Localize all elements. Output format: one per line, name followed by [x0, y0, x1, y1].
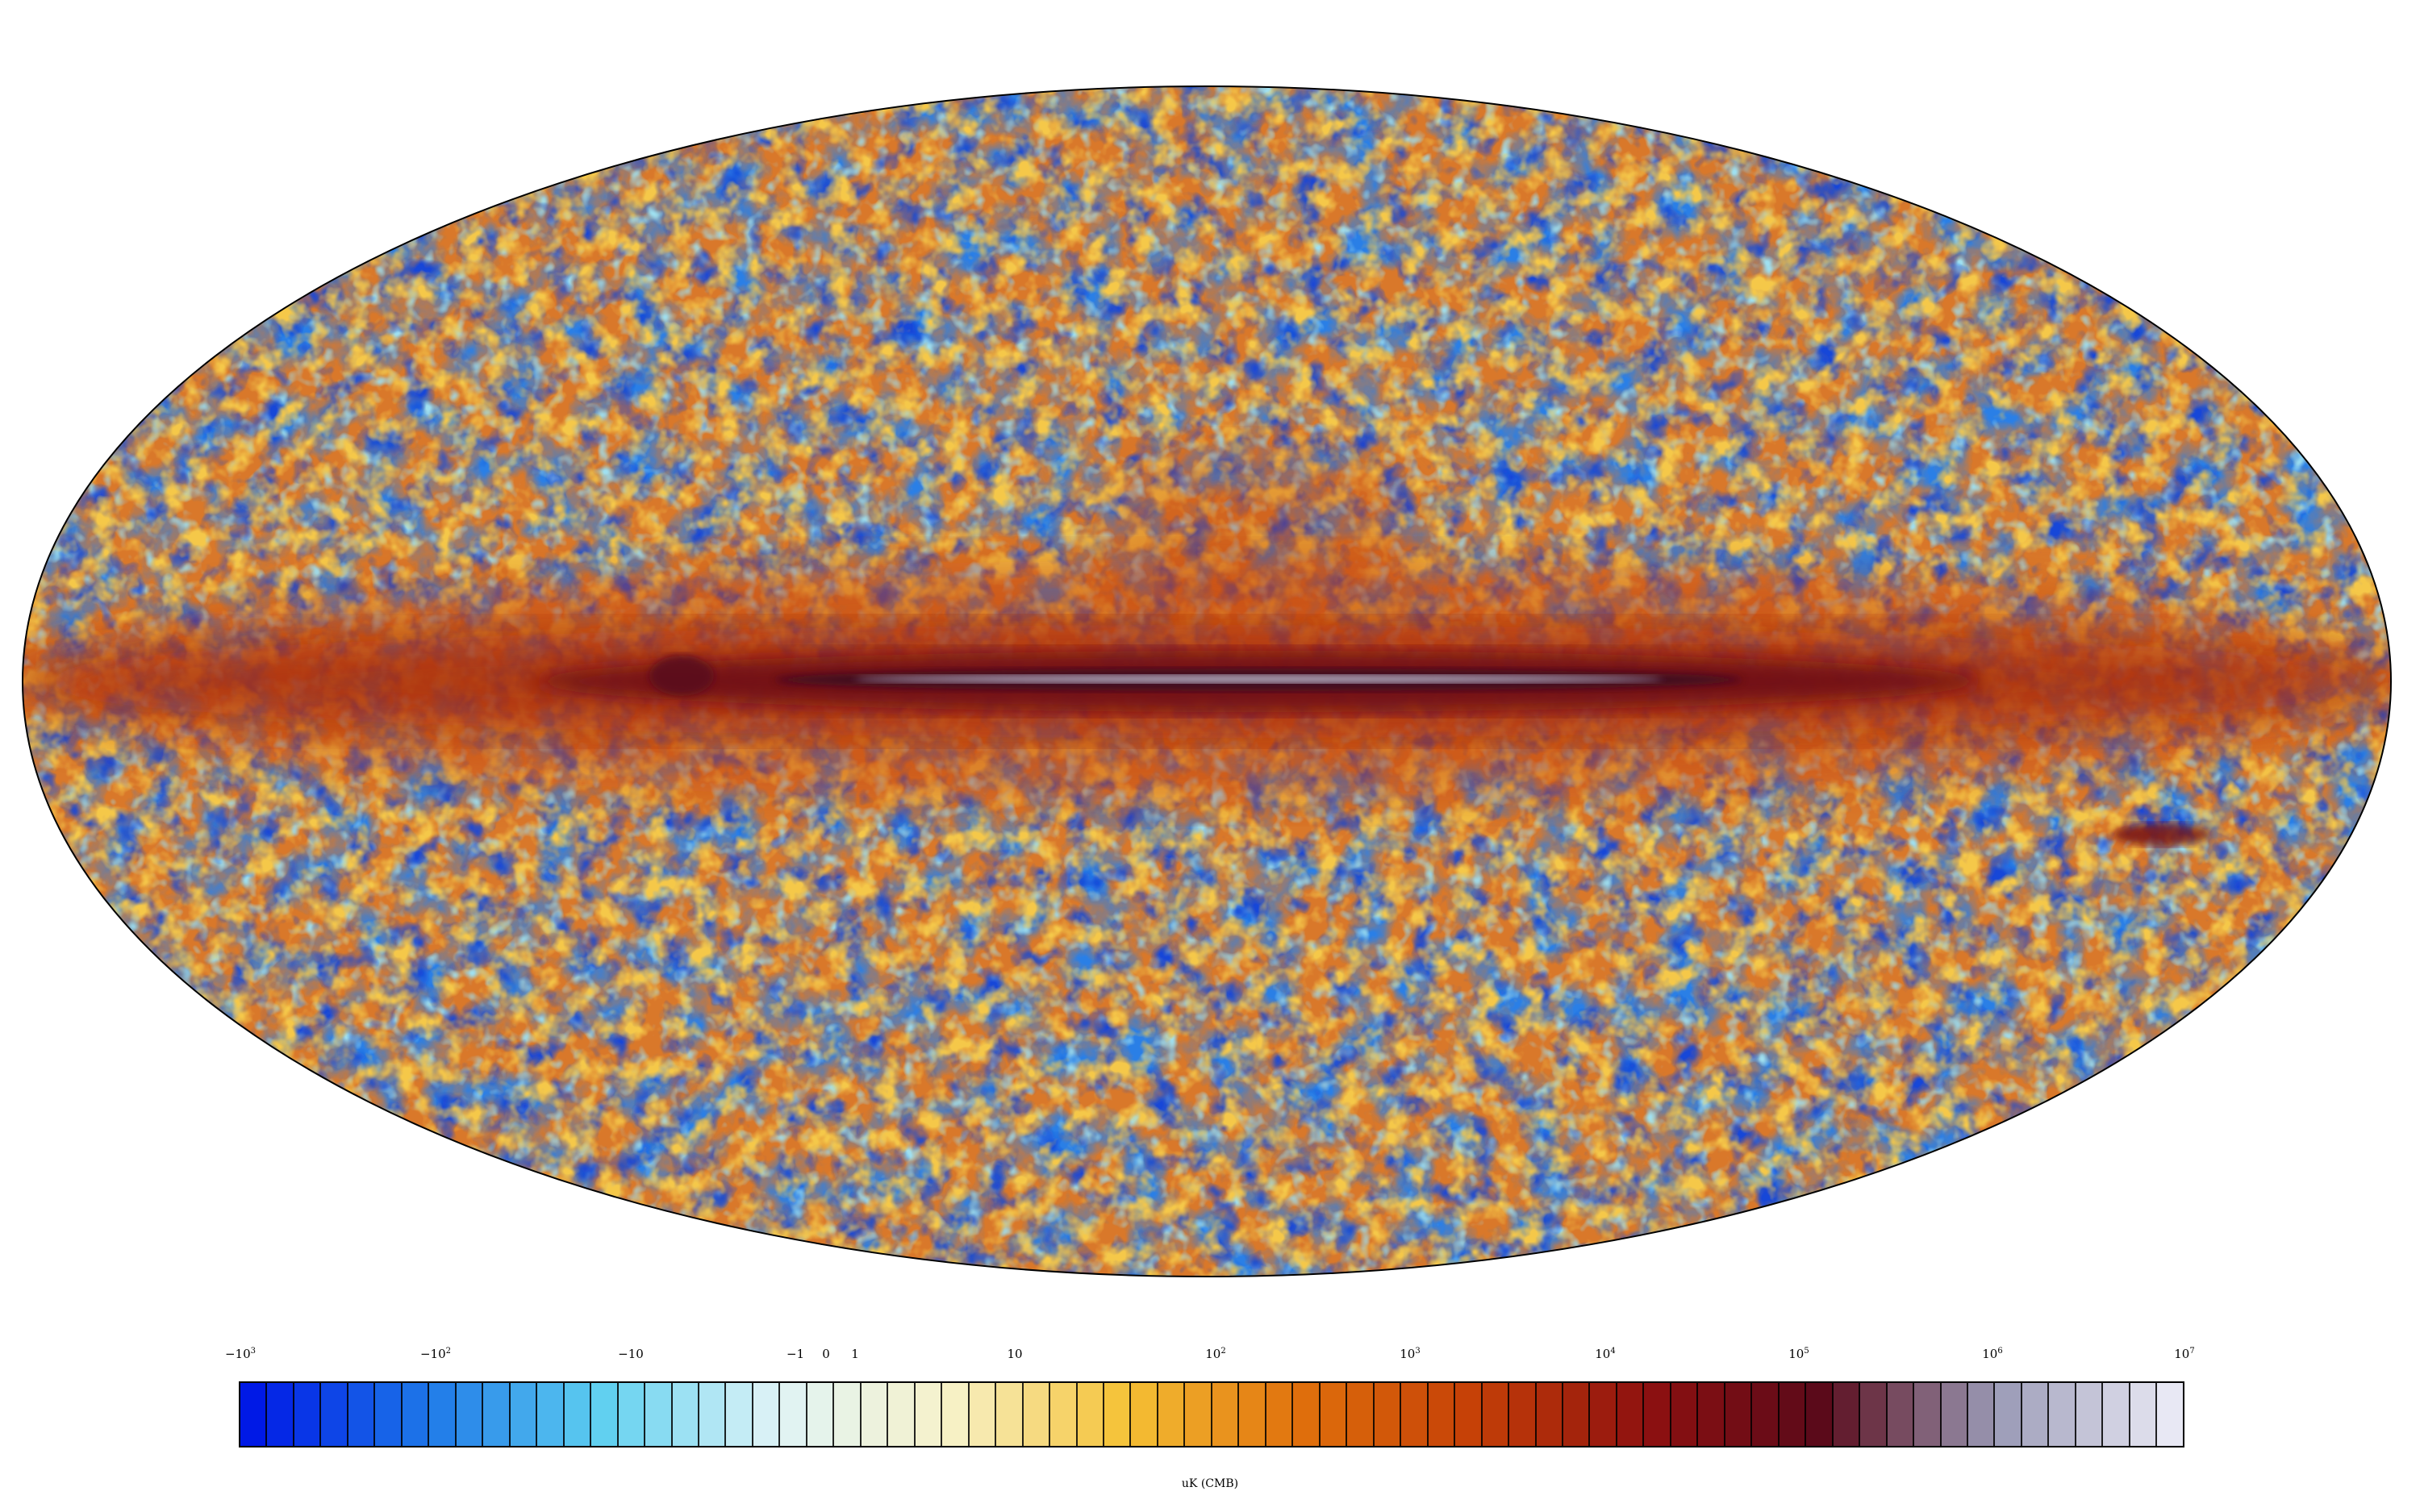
tick-label-12: 107: [2174, 1347, 2195, 1361]
colorbar-segment: [1212, 1383, 1240, 1446]
colorbar-segment: [1725, 1383, 1753, 1446]
colorbar-segment: [483, 1383, 511, 1446]
colorbar-segment: [1455, 1383, 1483, 1446]
tick-label-3: −1: [786, 1347, 805, 1361]
colorbar-segment: [429, 1383, 457, 1446]
colorbar-segment: [1023, 1383, 1051, 1446]
colorbar-segment: [2157, 1383, 2183, 1446]
colorbar-segment: [1590, 1383, 1617, 1446]
colorbar-segment: [240, 1383, 268, 1446]
colorbar-segment: [1239, 1383, 1266, 1446]
colorbar-segment: [1104, 1383, 1132, 1446]
colorbar-segment: [1428, 1383, 1456, 1446]
colorbar-segment: [321, 1383, 348, 1446]
tick-label-5: 1: [851, 1347, 859, 1361]
colorbar-segment: [1185, 1383, 1212, 1446]
colorbar-segment: [267, 1383, 294, 1446]
tick-label-0: −103: [224, 1347, 257, 1361]
colorbar-segment: [1806, 1383, 1834, 1446]
tick-label-2: −10: [618, 1347, 644, 1361]
colorbar-segment: [1860, 1383, 1888, 1446]
galactic-plane: [23, 444, 2391, 846]
colorbar-segment: [564, 1383, 592, 1446]
colorbar-segment: [1482, 1383, 1510, 1446]
tick-label-6: 10: [1007, 1347, 1023, 1361]
colorbar-segment: [1266, 1383, 1294, 1446]
colorbar-segment: [1995, 1383, 2022, 1446]
colorbar-segment: [1536, 1383, 1563, 1446]
colorbar-segment: [402, 1383, 430, 1446]
colorbar-segment: [1347, 1383, 1375, 1446]
tick-label-7: 102: [1205, 1347, 1226, 1361]
colorbar-segment: [510, 1383, 538, 1446]
colorbar-segment: [645, 1383, 673, 1446]
colorbar-segment: [753, 1383, 781, 1446]
colorbar-segment: [1779, 1383, 1807, 1446]
colorbar-segment: [348, 1383, 376, 1446]
colorbar-segment: [456, 1383, 484, 1446]
colorbar-segment: [1644, 1383, 1671, 1446]
colorbar-segment: [726, 1383, 753, 1446]
colorbar-segment: [1698, 1383, 1725, 1446]
colorbar-segment: [1671, 1383, 1699, 1446]
colorbar-segment: [2130, 1383, 2158, 1446]
tick-label-1: −102: [419, 1347, 452, 1361]
colorbar-segment: [1131, 1383, 1158, 1446]
colorbar-segment: [1374, 1383, 1402, 1446]
colorbar-segment: [591, 1383, 619, 1446]
tick-label-9: 104: [1595, 1347, 1616, 1361]
colorbar-segment: [618, 1383, 646, 1446]
colorbar-segment: [834, 1383, 862, 1446]
colorbar-segment: [1293, 1383, 1321, 1446]
colorbar-segment: [2076, 1383, 2104, 1446]
colorbar-segment: [2049, 1383, 2076, 1446]
sky-map-pixels: [23, 86, 2391, 1277]
tick-label-10: 105: [1788, 1347, 1809, 1361]
colorbar-segment: [375, 1383, 403, 1446]
map-boundary: [22, 85, 2392, 1277]
colorbar-segment: [942, 1383, 970, 1446]
tick-label-8: 103: [1400, 1347, 1421, 1361]
colorbar-segment: [294, 1383, 322, 1446]
colorbar-segment: [1320, 1383, 1348, 1446]
colorbar-segment: [807, 1383, 835, 1446]
colorbar-segment: [888, 1383, 916, 1446]
colorbar-segment: [780, 1383, 807, 1446]
sky-map: [22, 85, 2392, 1277]
colorbar-segment: [1158, 1383, 1186, 1446]
colorbar: [239, 1381, 2184, 1447]
colorbar-segment: [2103, 1383, 2130, 1446]
colorbar-segment: [699, 1383, 727, 1446]
colorbar-segment: [537, 1383, 565, 1446]
colorbar-segment: [1401, 1383, 1429, 1446]
colorbar-segment: [1563, 1383, 1591, 1446]
colorbar-segment: [2022, 1383, 2050, 1446]
colorbar-segment: [1833, 1383, 1861, 1446]
colorbar-segment: [1077, 1383, 1104, 1446]
colorbar-segment: [1752, 1383, 1780, 1446]
colorbar-segment: [1887, 1383, 1915, 1446]
colorbar-segment: [1509, 1383, 1537, 1446]
colorbar-segment: [1941, 1383, 1968, 1446]
colorbar-segment: [1050, 1383, 1078, 1446]
colorbar-segment: [1968, 1383, 1996, 1446]
colorbar-segment: [672, 1383, 699, 1446]
colorbar-segment: [996, 1383, 1024, 1446]
tick-label-4: 0: [822, 1347, 830, 1361]
colorbar-segment: [1914, 1383, 1942, 1446]
colorbar-segment: [1617, 1383, 1645, 1446]
colorbar-segment: [969, 1383, 997, 1446]
tick-label-11: 106: [1982, 1347, 2003, 1361]
colorbar-segment: [861, 1383, 889, 1446]
colorbar-segment: [915, 1383, 943, 1446]
colorbar-unit-label: uK (CMB): [1181, 1477, 1239, 1490]
